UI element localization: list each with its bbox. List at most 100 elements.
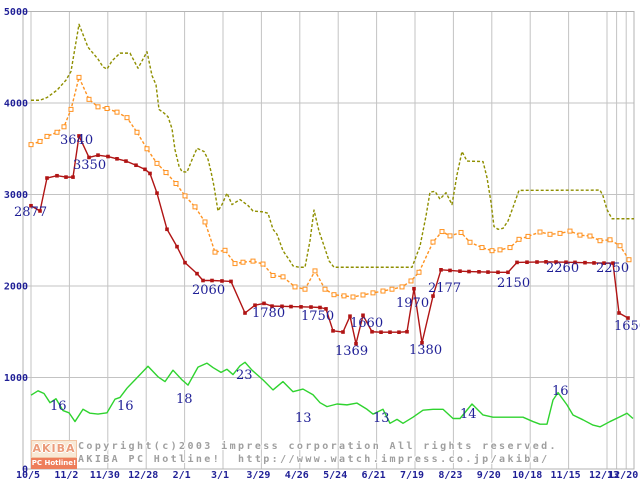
price-value-label: 1380 [409,343,442,358]
orange-series-marker [104,105,110,111]
red-series-marker [431,294,435,298]
y-axis-tick-label: 3000 [4,190,28,201]
red-series-marker [324,307,328,311]
red-series-marker [71,175,75,179]
price-value-label: 2250 [596,261,629,276]
orange-series-marker [525,233,531,239]
orange-series-marker [479,245,485,251]
red-series-marker [348,314,352,318]
orange-series-marker [202,219,208,225]
red-series-marker [289,304,293,309]
orange-series-marker [497,247,503,253]
shop-count-label: 13 [373,411,390,426]
y-axis-tick-label: 0 [22,465,28,476]
red-series-marker [318,305,322,310]
price-value-label: 1369 [335,344,368,359]
orange-series-marker [547,231,553,237]
orange-series-marker [124,115,130,121]
red-series-marker [195,271,199,276]
orange-series-marker [270,272,276,278]
x-axis-tick-label: 5/24 [323,470,347,480]
orange-series-marker [360,292,366,298]
orange-series-marker [212,249,218,255]
orange-series-marker [61,124,67,130]
orange-series-marker [626,257,632,263]
price-value-label: 2150 [497,276,530,291]
red-series-marker [496,270,500,275]
orange-series-marker [389,286,395,292]
orange-series-marker [76,74,82,80]
price-value-label: 2877 [14,205,47,220]
red-series-marker [544,260,548,264]
red-series-marker [77,134,81,138]
y-axis-tick-label: 2000 [4,282,28,293]
x-axis-tick-label: 11/30 [90,470,120,480]
red-series-marker [29,203,33,208]
red-series-marker [106,154,110,159]
red-series-marker [243,311,247,315]
red-series-marker [124,159,128,163]
orange-series-marker [507,245,513,251]
red-series-marker [617,311,621,315]
orange-series-marker [597,238,603,244]
red-series-marker [458,269,462,273]
akiba-pc-hotline-logo: AKIBA PC Hotline! [31,440,77,469]
orange-series-marker [68,106,74,112]
shop-count-label: 16 [50,399,67,414]
y-axis-tick-label: 1000 [4,373,28,384]
x-axis-tick-label: 3/29 [246,470,270,480]
middle-dashed-orange-line [30,76,630,298]
red-series-marker [506,270,510,275]
orange-series-marker [489,248,495,254]
x-axis-tick-label: 7/19 [400,470,424,480]
price-value-label: 1660 [350,316,383,331]
red-series-marker [262,301,266,306]
x-axis-tick-label: 10/18 [512,470,542,480]
red-series-marker [412,286,416,291]
orange-series-marker [312,268,318,274]
orange-series-marker [607,237,613,243]
site-url-line: AKIBA PC Hotline! http://www.watch.impre… [78,454,550,465]
red-series-marker [143,167,147,172]
orange-series-marker [28,142,34,148]
red-series-marker [220,279,224,283]
red-series-marker [448,268,452,273]
red-series-marker [96,153,100,157]
orange-series-marker [302,286,308,292]
shop-count-label: 14 [460,407,477,422]
orange-series-marker [458,229,464,235]
x-axis-tick-label: 3/1 [211,470,229,480]
red-series-marker [175,244,179,249]
red-series-marker [525,260,529,265]
red-series-marker [354,341,358,346]
price-value-label: 1750 [301,309,334,324]
orange-series-marker [537,229,543,235]
red-series-marker [388,330,392,335]
red-series-marker [535,260,539,264]
red-series-marker [253,303,257,308]
price-value-label: 1780 [252,306,285,321]
y-axis-tick-label: 5000 [4,7,28,18]
red-series-marker [564,260,568,265]
x-axis-tick-label: 4/26 [285,470,309,480]
red-series-marker [583,260,587,265]
orange-series-marker [516,236,522,242]
orange-series-marker [380,288,386,294]
red-series-marker [626,316,630,320]
red-series-marker [229,279,233,284]
red-series-marker [55,173,59,178]
orange-series-marker [44,133,50,139]
red-series-marker [397,330,401,335]
price-value-label: 3640 [60,133,93,148]
orange-series-marker [557,230,563,236]
orange-series-marker [163,170,169,176]
shop-count-label: 16 [552,384,569,399]
red-series-marker [270,304,274,308]
red-series-marker [439,268,443,272]
red-series-marker [45,176,49,180]
price-value-label: 2177 [428,281,461,296]
orange-series-marker [260,261,266,267]
orange-series-marker [430,239,436,245]
orange-series-marker [399,284,405,290]
